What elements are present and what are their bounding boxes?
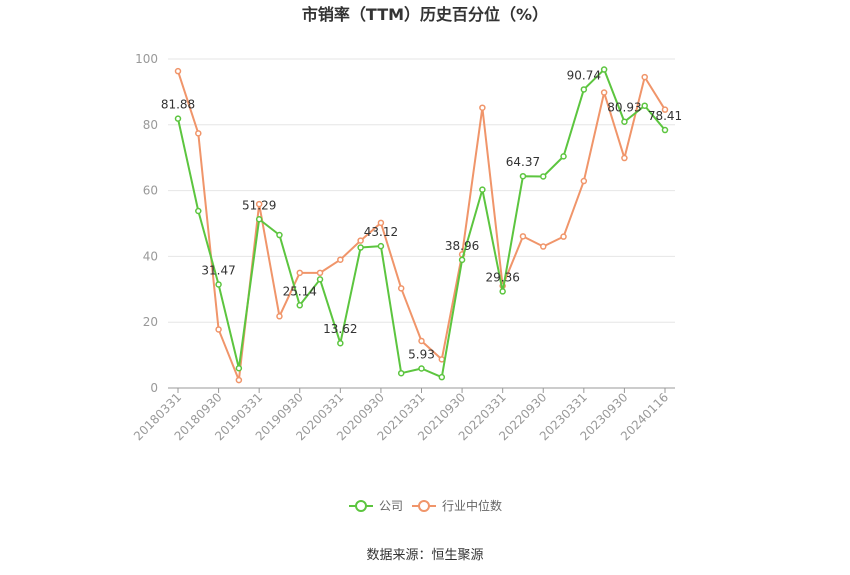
data-point [174,115,182,122]
data-point [560,233,567,240]
data-point [499,288,506,295]
legend-label: 行业中位数 [442,498,502,513]
data-point [418,337,425,345]
x-axis: 2018033120180930201903312019093020200331… [131,387,675,443]
legend-label: 公司 [379,499,403,513]
data-label: 25.14 [283,284,317,298]
data-label: 51.29 [242,198,276,212]
y-tick-label: 60 [143,184,158,198]
series-line-1 [177,70,666,382]
data-label: 31.47 [201,263,235,277]
data-label: 29.36 [485,270,519,284]
data-label: 80.93 [607,101,641,115]
data-point [621,118,628,125]
legend[interactable]: 公司 行业中位数 [349,498,502,513]
legend-item-1[interactable]: 行业中位数 [412,498,502,513]
data-label: 78.41 [648,109,682,123]
data-point [479,186,486,193]
grid [168,58,675,323]
data-point [641,73,648,81]
data-point [519,233,527,240]
data-point [621,154,628,162]
data-point [296,302,303,309]
data-point [397,285,405,292]
data-point [661,106,669,113]
data-point [540,243,547,250]
data-point [377,219,385,227]
data-point [479,104,486,111]
data-point [296,269,303,277]
data-point [438,356,446,363]
series-line-0 [177,68,666,379]
data-point [377,242,385,250]
data-point [215,326,222,333]
data-point [357,244,364,251]
y-tick-label: 80 [143,118,158,132]
data-point [580,177,588,185]
data-point [337,256,344,263]
data-point [600,89,608,96]
data-point [316,269,324,277]
data-point [418,365,425,372]
y-tick-label: 20 [143,315,158,329]
data-label: 38.96 [445,239,479,253]
data-point [276,313,283,320]
y-tick-label: 40 [143,249,158,263]
data-point [458,256,466,264]
data-point [580,86,588,93]
data-label: 81.88 [161,98,195,112]
legend-item-0[interactable]: 公司 [349,499,403,513]
data-point [337,339,344,347]
data-label: 90.74 [567,68,601,82]
data-point [560,153,567,160]
series-layer [174,66,669,384]
source-note: 数据来源：恒生聚源 [366,548,483,563]
data-label: 43.12 [364,225,398,239]
legend-swatch-marker [418,500,430,512]
y-tick-label: 0 [150,381,158,395]
data-point [235,365,243,372]
y-tick-label: 100 [135,52,158,66]
data-point [641,102,648,109]
legend-swatch-marker [355,500,367,512]
data-point [235,376,243,384]
data-label: 13.62 [323,322,357,336]
data-point [174,67,182,75]
data-point [276,231,283,239]
data-point [519,172,527,180]
data-point [540,173,547,180]
data-point [195,130,202,137]
data-point [357,237,364,244]
data-point [438,373,446,381]
data-point [397,369,405,377]
data-point [195,207,202,215]
y-axis: 0 20 40 60 80 100 [135,52,158,395]
data-point [600,66,608,73]
data-point [255,216,263,223]
data-point [661,126,669,134]
data-point [316,276,324,283]
data-point [215,281,222,288]
data-point [255,200,263,208]
data-label: 5.93 [408,347,435,361]
chart-title: 市销率（TTM）历史百分位（%） [302,5,548,24]
data-labels: 81.88 31.47 51.29 25.14 13.62 43.12 5.93 38.96 2… [161,68,682,361]
data-label: 64.37 [506,155,540,169]
